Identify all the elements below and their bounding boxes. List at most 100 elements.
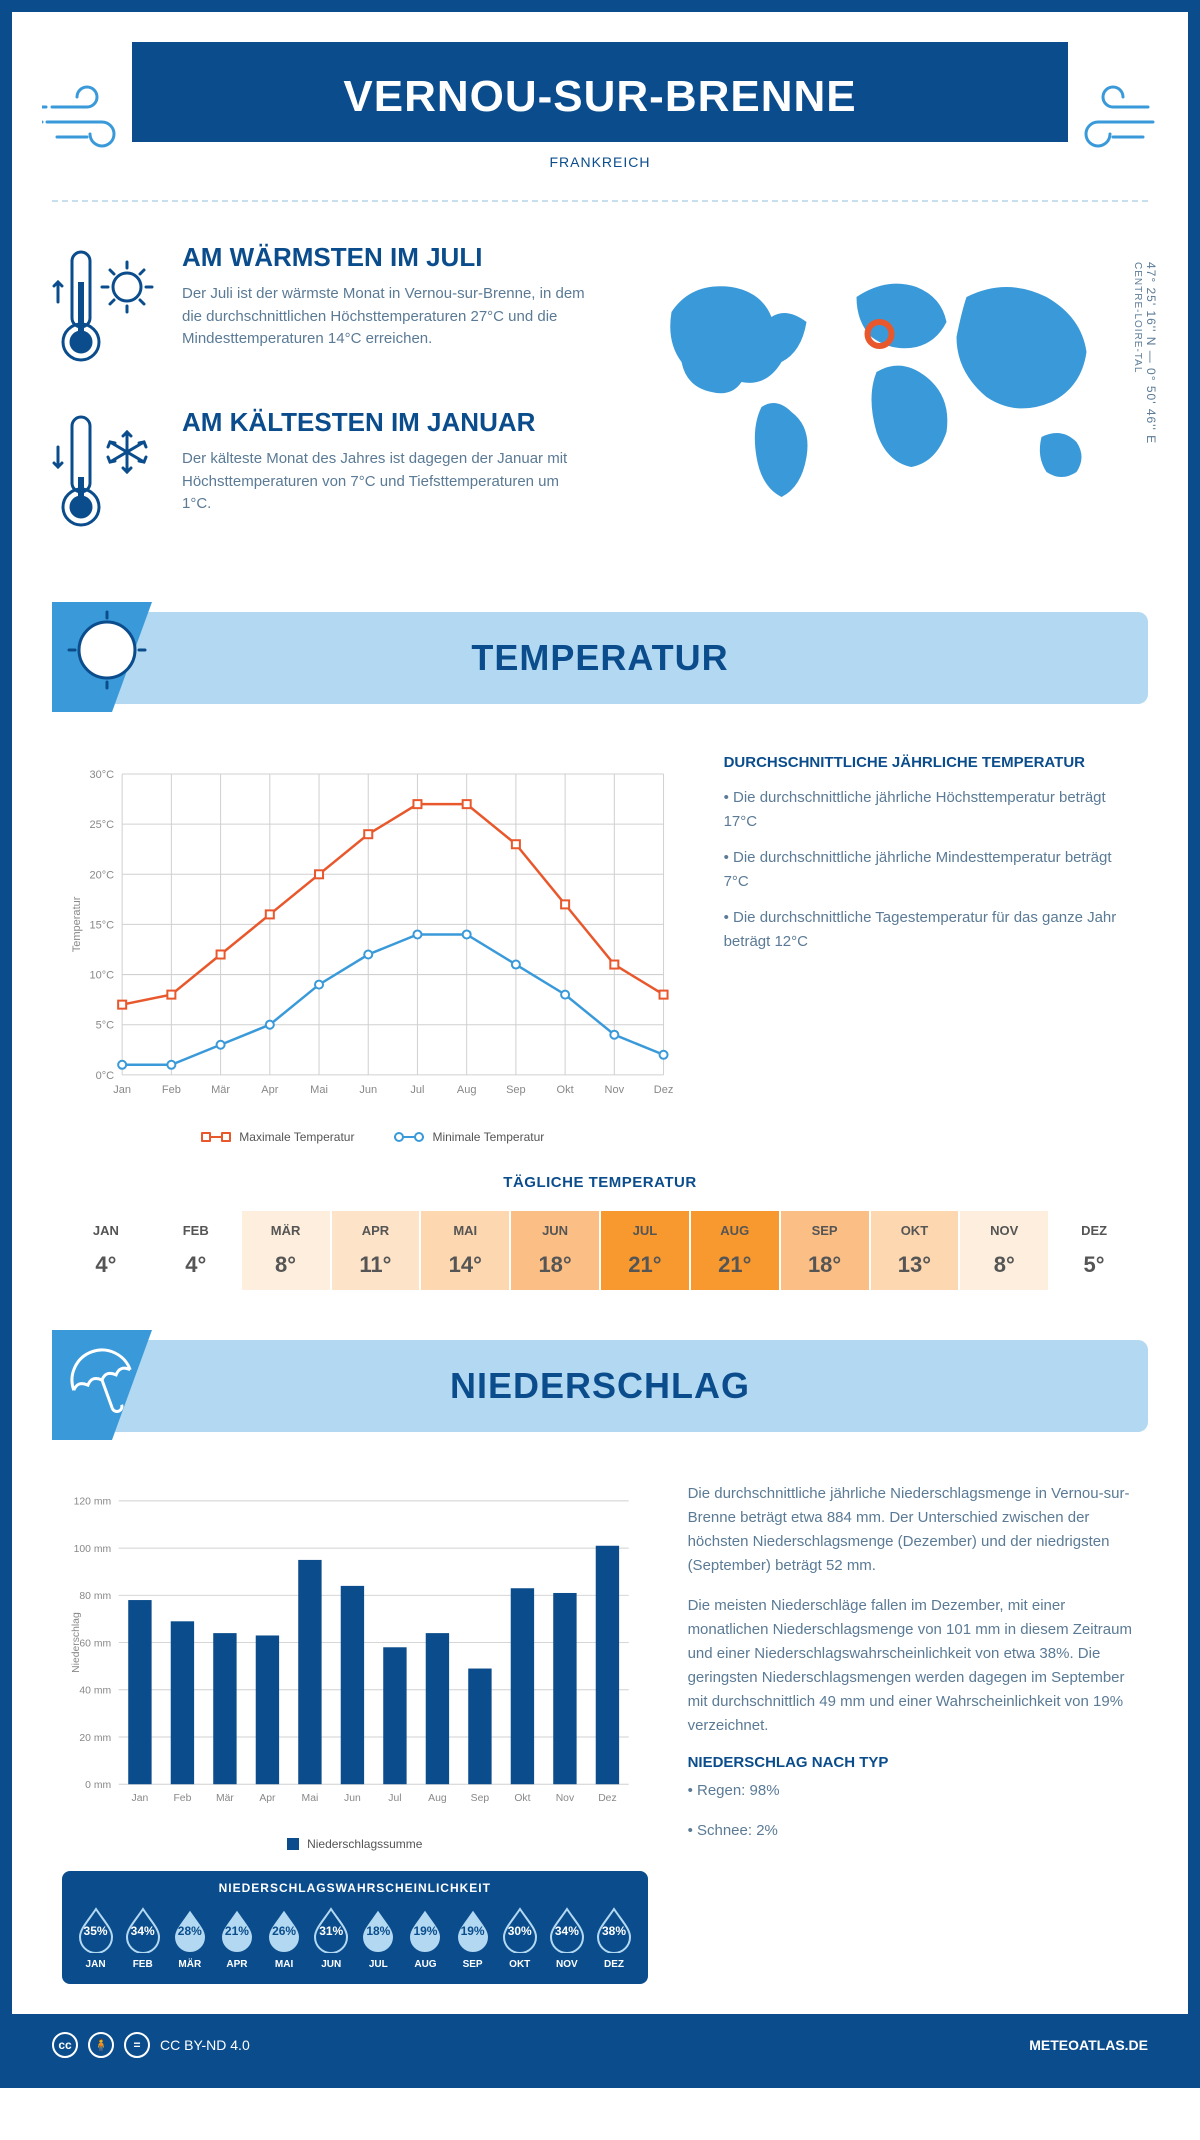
daily-temp-cell: APR11° [332,1211,420,1290]
overview-text-column: AM WÄRMSTEN IM JULI Der Juli ist der wär… [52,242,585,572]
title-banner: VERNOU-SUR-BRENNE [132,42,1068,142]
umbrella-banner-icon [52,1330,182,1440]
daily-temp-cell: AUG21° [691,1211,779,1290]
svg-text:80 mm: 80 mm [79,1591,111,1602]
svg-text:Aug: Aug [457,1084,477,1096]
svg-text:15°C: 15°C [90,919,115,931]
svg-text:Mai: Mai [310,1084,328,1096]
svg-text:Mär: Mär [211,1084,230,1096]
temperature-heading: TEMPERATUR [52,637,1148,679]
daily-temp-cell: JAN4° [62,1211,150,1290]
temp-summary-line: • Die durchschnittliche jährliche Mindes… [724,846,1138,894]
header-wrap: VERNOU-SUR-BRENNE FRANKREICH [12,42,1188,202]
coldest-description: Der kälteste Monat des Jahres ist dagege… [182,448,585,516]
footer-license: cc 🧍 = CC BY-ND 4.0 [52,2032,250,2058]
svg-text:40 mm: 40 mm [79,1685,111,1696]
precipitation-left-column: 0 mm20 mm40 mm60 mm80 mm100 mm120 mmJanF… [62,1482,648,1984]
svg-text:20 mm: 20 mm [79,1733,111,1744]
svg-text:Apr: Apr [259,1793,276,1804]
svg-text:Jun: Jun [359,1084,377,1096]
daily-temp-cell: MAI14° [421,1211,509,1290]
warmest-block: AM WÄRMSTEN IM JULI Der Juli ist der wär… [52,242,585,377]
svg-text:Okt: Okt [514,1793,530,1804]
probability-item: 31%JUN [310,1905,353,1970]
daily-temp-cell: NOV8° [960,1211,1048,1290]
svg-text:0 mm: 0 mm [85,1780,111,1791]
temperature-content: 0°C5°C10°C15°C20°C25°C30°CJanFebMärAprMa… [12,734,1188,1174]
world-map-icon [615,242,1148,522]
warmest-description: Der Juli ist der wärmste Monat in Vernou… [182,283,585,351]
svg-text:Nov: Nov [556,1793,575,1804]
daily-temperature-table: JAN4°FEB4°MÄR8°APR11°MAI14°JUN18°JUL21°A… [62,1211,1138,1290]
svg-text:10°C: 10°C [90,970,115,982]
svg-text:Dez: Dez [598,1793,616,1804]
daily-temp-cell: JUL21° [601,1211,689,1290]
svg-text:Jan: Jan [113,1084,131,1096]
temp-summary-line: • Die durchschnittliche Tagestemperatur … [724,906,1138,954]
temperature-line-chart: 0°C5°C10°C15°C20°C25°C30°CJanFebMärAprMa… [62,754,684,1144]
probability-item: 38%DEZ [592,1905,635,1970]
footer: cc 🧍 = CC BY-ND 4.0 METEOATLAS.DE [12,2014,1188,2076]
nd-icon: = [124,2032,150,2058]
svg-text:Dez: Dez [654,1084,674,1096]
svg-text:Feb: Feb [162,1084,181,1096]
svg-text:120 mm: 120 mm [74,1497,111,1508]
precipitation-banner: NIEDERSCHLAG [52,1340,1148,1432]
daily-temp-cell: MÄR8° [242,1211,330,1290]
country-label: FRANKREICH [52,142,1148,202]
probability-item: 30%OKT [498,1905,541,1970]
probability-title: NIEDERSCHLAGSWAHRSCHEINLICHKEIT [74,1881,636,1895]
by-icon: 🧍 [88,2032,114,2058]
svg-text:Jan: Jan [132,1793,149,1804]
daily-temp-cell: FEB4° [152,1211,240,1290]
license-label: CC BY-ND 4.0 [160,2037,250,2053]
svg-text:30°C: 30°C [90,769,115,781]
svg-text:Nov: Nov [605,1084,625,1096]
temperature-banner: TEMPERATUR [52,612,1148,704]
svg-text:Jul: Jul [388,1793,401,1804]
precip-type-title: NIEDERSCHLAG NACH TYP [688,1754,1138,1771]
svg-text:100 mm: 100 mm [74,1544,111,1555]
coldest-block: AM KÄLTESTEN IM JANUAR Der kälteste Mona… [52,407,585,542]
overview-section: AM WÄRMSTEN IM JULI Der Juli ist der wär… [12,202,1188,602]
svg-text:Niederschlag: Niederschlag [71,1612,82,1673]
daily-temp-title: TÄGLICHE TEMPERATUR [62,1174,1138,1191]
temp-summary-title: DURCHSCHNITTLICHE JÄHRLICHE TEMPERATUR [724,754,1138,771]
daily-temp-cell: JUN18° [511,1211,599,1290]
svg-text:Sep: Sep [506,1084,526,1096]
probability-bar: NIEDERSCHLAGSWAHRSCHEINLICHKEIT 35%JAN34… [62,1871,648,1984]
probability-item: 19%AUG [404,1905,447,1970]
svg-text:Okt: Okt [557,1084,574,1096]
warmest-title: AM WÄRMSTEN IM JULI [182,242,585,273]
precip-paragraph-2: Die meisten Niederschläge fallen im Deze… [688,1594,1138,1738]
warmest-text: AM WÄRMSTEN IM JULI Der Juli ist der wär… [182,242,585,377]
svg-text:Temperatur: Temperatur [71,896,83,952]
svg-text:Jul: Jul [410,1084,424,1096]
svg-text:20°C: 20°C [90,869,115,881]
svg-text:Apr: Apr [261,1084,278,1096]
svg-text:25°C: 25°C [90,819,115,831]
probability-item: 34%NOV [545,1905,588,1970]
precip-type-line: • Schnee: 2% [688,1819,1138,1843]
temp-summary-line: • Die durchschnittliche jährliche Höchst… [724,786,1138,834]
daily-temp-cell: DEZ5° [1050,1211,1138,1290]
world-map-column: 47° 25' 16'' N — 0° 50' 46'' ECENTRE-LOI… [615,242,1148,572]
svg-text:Aug: Aug [428,1793,447,1804]
coordinates-label: 47° 25' 16'' N — 0° 50' 46'' ECENTRE-LOI… [1130,262,1158,444]
svg-text:Sep: Sep [471,1793,490,1804]
precipitation-content: 0 mm20 mm40 mm60 mm80 mm100 mm120 mmJanF… [12,1462,1188,2014]
precipitation-heading: NIEDERSCHLAG [52,1365,1148,1407]
temperature-summary: DURCHSCHNITTLICHE JÄHRLICHE TEMPERATUR •… [724,754,1138,1144]
precip-type-line: • Regen: 98% [688,1779,1138,1803]
precipitation-bar-chart: 0 mm20 mm40 mm60 mm80 mm100 mm120 mmJanF… [62,1482,648,1822]
location-title: VERNOU-SUR-BRENNE [132,72,1068,122]
thermometer-cold-icon [52,407,162,542]
daily-temp-cell: SEP18° [781,1211,869,1290]
probability-item: 18%JUL [357,1905,400,1970]
wind-decoration-right [1058,82,1158,162]
footer-site: METEOATLAS.DE [1029,2037,1148,2053]
wind-decoration-left [42,82,142,162]
svg-text:Feb: Feb [173,1793,191,1804]
thermometer-hot-icon [52,242,162,377]
precipitation-text: Die durchschnittliche jährliche Niedersc… [688,1482,1138,1984]
